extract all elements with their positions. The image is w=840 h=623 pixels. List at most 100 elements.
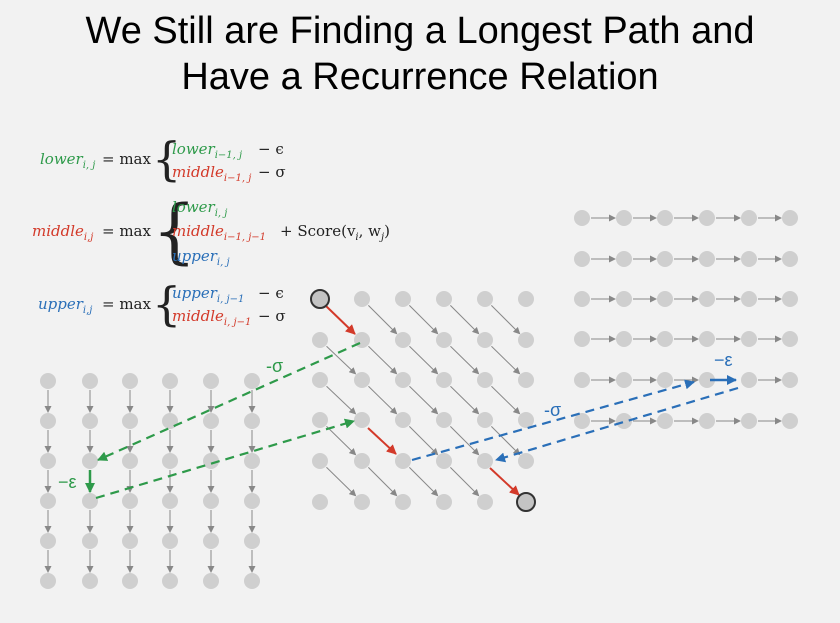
title-line-1: We Still are Finding a Longest Path and bbox=[85, 10, 755, 52]
middle-node bbox=[477, 372, 493, 388]
middle-node bbox=[354, 494, 370, 510]
lower-node bbox=[244, 373, 260, 389]
lower-node bbox=[82, 453, 98, 469]
lower-node bbox=[244, 493, 260, 509]
lower-node bbox=[82, 533, 98, 549]
lower-node bbox=[122, 373, 138, 389]
middle-term-2-score: + Score(vi, wj) bbox=[280, 222, 390, 243]
lower-grid-edges bbox=[44, 390, 256, 573]
upper-node bbox=[741, 331, 757, 347]
lower-node bbox=[82, 493, 98, 509]
middle-diagonal-edge bbox=[368, 385, 398, 415]
upper-node bbox=[616, 291, 632, 307]
lower-node bbox=[244, 573, 260, 589]
upper-node bbox=[657, 413, 673, 429]
lower-node bbox=[82, 413, 98, 429]
lower-node bbox=[203, 493, 219, 509]
lower-eq-max: = max bbox=[102, 150, 151, 168]
middle-term-3: upperi, j bbox=[172, 247, 230, 268]
lower-node bbox=[162, 493, 178, 509]
upper-term-1-tail: − ϵ bbox=[258, 284, 284, 302]
green-sigma-label: -σ bbox=[266, 356, 283, 376]
lower-brace: { bbox=[152, 132, 182, 186]
lower-node bbox=[244, 533, 260, 549]
lower-node bbox=[203, 453, 219, 469]
middle-diagonal-edge bbox=[326, 345, 357, 375]
upper-node bbox=[574, 331, 590, 347]
middle-diagonal-edge bbox=[450, 305, 480, 335]
upper-node bbox=[616, 413, 632, 429]
middle-node bbox=[354, 412, 370, 428]
lower-node bbox=[162, 533, 178, 549]
middle-lhs: middlei,j bbox=[32, 222, 94, 243]
middle-node bbox=[312, 412, 328, 428]
middle-diagonal-edge bbox=[409, 467, 439, 497]
lower-node bbox=[82, 373, 98, 389]
upper-node bbox=[782, 413, 798, 429]
upper-node bbox=[616, 372, 632, 388]
middle-node bbox=[312, 494, 328, 510]
upper-node bbox=[657, 251, 673, 267]
lower-node bbox=[40, 453, 56, 469]
upper-node bbox=[699, 210, 715, 226]
slide-title: We Still are Finding a Longest Path and … bbox=[0, 8, 840, 100]
lower-term-1-tail: − ϵ bbox=[258, 140, 284, 158]
red-diagonal-edge-3 bbox=[489, 467, 520, 496]
middle-node bbox=[477, 453, 493, 469]
upper-node bbox=[616, 210, 632, 226]
middle-diagonal-edge bbox=[368, 305, 398, 335]
upper-node bbox=[741, 413, 757, 429]
source-node bbox=[310, 289, 330, 309]
middle-node bbox=[395, 453, 411, 469]
middle-node bbox=[354, 372, 370, 388]
middle-node bbox=[354, 291, 370, 307]
middle-node bbox=[477, 412, 493, 428]
upper-lhs: upperi,j bbox=[38, 295, 93, 316]
red-diagonal-edge-1 bbox=[325, 305, 356, 335]
upper-node bbox=[741, 372, 757, 388]
lower-term-2: middlei−1, j bbox=[172, 163, 252, 184]
lower-node bbox=[162, 413, 178, 429]
upper-node bbox=[574, 413, 590, 429]
upper-node bbox=[657, 372, 673, 388]
upper-node bbox=[657, 291, 673, 307]
middle-node bbox=[518, 291, 534, 307]
lower-node bbox=[122, 573, 138, 589]
middle-grid-edges bbox=[326, 305, 521, 497]
middle-node bbox=[312, 332, 328, 348]
middle-diagonal-edge bbox=[326, 385, 357, 415]
lower-lhs: loweri, j bbox=[40, 150, 96, 171]
middle-diagonal-edge bbox=[368, 467, 398, 497]
lower-node bbox=[82, 573, 98, 589]
middle-node bbox=[518, 412, 534, 428]
upper-node bbox=[574, 372, 590, 388]
upper-node bbox=[782, 291, 798, 307]
lower-node bbox=[40, 573, 56, 589]
upper-node bbox=[657, 210, 673, 226]
middle-node bbox=[436, 332, 452, 348]
lower-node bbox=[203, 573, 219, 589]
lower-node bbox=[122, 533, 138, 549]
upper-node bbox=[657, 331, 673, 347]
upper-eq-max: = max bbox=[102, 295, 151, 313]
middle-diagonal-edge bbox=[326, 425, 357, 456]
blue-sigma-label: -σ bbox=[544, 400, 561, 420]
middle-node bbox=[477, 291, 493, 307]
red-diagonal-edge-2 bbox=[367, 427, 397, 455]
middle-diagonal-edge bbox=[491, 305, 521, 335]
blue-dashed-to-upper bbox=[411, 379, 695, 462]
middle-diagonal-edge bbox=[409, 345, 439, 375]
upper-node bbox=[699, 413, 715, 429]
upper-node bbox=[616, 331, 632, 347]
middle-diagonal-edge bbox=[491, 426, 521, 456]
upper-node bbox=[574, 210, 590, 226]
lower-node bbox=[244, 413, 260, 429]
lower-node bbox=[244, 453, 260, 469]
middle-node bbox=[312, 453, 328, 469]
middle-node bbox=[436, 412, 452, 428]
middle-diagonal-edge bbox=[409, 305, 439, 335]
middle-term-1: loweri, j bbox=[172, 198, 228, 219]
middle-term-2: middlei−1, j−1 bbox=[172, 222, 267, 243]
middle-node bbox=[395, 372, 411, 388]
upper-grid-nodes bbox=[574, 210, 798, 429]
